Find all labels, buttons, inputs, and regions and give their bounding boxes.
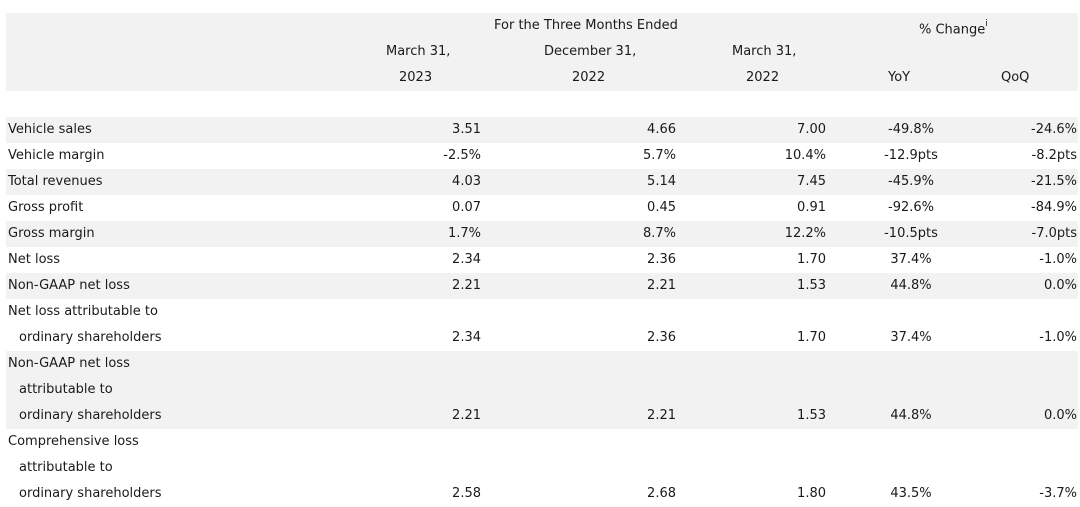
- value-qoq: -21.5%: [1031, 174, 1077, 189]
- value-q4-2022: 2.36: [647, 330, 676, 345]
- value-q1-2022: 7.45: [797, 174, 826, 189]
- value-yoy: 37.4%: [890, 330, 932, 345]
- row-label: attributable to: [19, 460, 113, 475]
- table-row: Gross margin 1.7% 8.7% 12.2% -10.5pts -7.0pts: [6, 221, 1078, 247]
- value-qoq: 0.0%: [1043, 408, 1077, 423]
- row-label: Gross margin: [8, 226, 95, 241]
- value-q1-2022: 1.70: [797, 330, 826, 345]
- header-change-label: % Changei: [919, 19, 988, 38]
- value-yoy: 43.5%: [890, 486, 932, 501]
- row-label: Total revenues: [8, 174, 103, 189]
- header-yoy: YoY: [888, 70, 911, 85]
- header-year-row: 2023 2022 2022 YoY QoQ: [6, 65, 1078, 91]
- row-label: Vehicle margin: [8, 148, 105, 163]
- row-label: Vehicle sales: [8, 122, 92, 137]
- value-q1-2023: 4.03: [452, 174, 481, 189]
- value-q1-2023: 2.58: [452, 486, 481, 501]
- value-q1-2022: 1.70: [797, 252, 826, 267]
- value-q1-2022: 7.00: [797, 122, 826, 137]
- value-yoy: -12.9pts: [884, 148, 938, 163]
- value-qoq: -24.6%: [1031, 122, 1077, 137]
- value-qoq: 0.0%: [1043, 278, 1077, 293]
- value-q4-2022: 0.45: [647, 200, 676, 215]
- value-q4-2022: 2.68: [647, 486, 676, 501]
- table-row: Net loss 2.34 2.36 1.70 37.4% -1.0%: [6, 247, 1078, 273]
- row-label: Non-GAAP net loss: [8, 278, 130, 293]
- header-month-2: December 31,: [544, 44, 637, 59]
- value-yoy: 44.8%: [890, 408, 932, 423]
- value-qoq: -8.2pts: [1031, 148, 1078, 163]
- value-q1-2023: 2.21: [452, 278, 481, 293]
- table-row: Net loss attributable to ordinary shareho…: [6, 299, 1078, 351]
- header-year-3: 2022: [746, 70, 780, 85]
- value-q1-2022: 1.53: [797, 278, 826, 293]
- value-q1-2023: 1.7%: [447, 226, 481, 241]
- footnote-marker: i: [985, 19, 988, 29]
- value-q1-2023: 2.21: [452, 408, 481, 423]
- row-label: ordinary shareholders: [19, 330, 162, 345]
- value-q4-2022: 5.7%: [642, 148, 676, 163]
- table-row: Vehicle sales 3.51 4.66 7.00 -49.8% -24.6%: [6, 117, 1078, 143]
- value-yoy: -45.9%: [888, 174, 934, 189]
- value-q4-2022: 2.36: [647, 252, 676, 267]
- value-yoy: 37.4%: [890, 252, 932, 267]
- table-row: Comprehensive loss attributable to ordinar…: [6, 429, 1078, 507]
- row-label: Non-GAAP net loss: [8, 356, 130, 371]
- row-label: Comprehensive loss: [8, 434, 139, 449]
- value-qoq: -3.7%: [1039, 486, 1077, 501]
- value-yoy: 44.8%: [890, 278, 932, 293]
- header-year-1: 2023: [399, 70, 433, 85]
- header-group-label: For the Three Months Ended: [494, 18, 678, 33]
- value-q4-2022: 8.7%: [642, 226, 676, 241]
- value-yoy: -92.6%: [888, 200, 934, 215]
- row-label: Net loss: [8, 252, 61, 267]
- value-q1-2023: -2.5%: [443, 148, 481, 163]
- table-row: Non-GAAP net loss 2.21 2.21 1.53 44.8% 0.0%: [6, 273, 1078, 299]
- row-label: ordinary shareholders: [19, 486, 162, 501]
- table-row: Vehicle margin -2.5% 5.7% 10.4% -12.9pts -8.2…: [6, 143, 1078, 169]
- value-qoq: -7.0pts: [1031, 226, 1078, 241]
- row-label: Gross profit: [8, 200, 84, 215]
- value-q4-2022: 2.21: [647, 408, 676, 423]
- value-q1-2022: 12.2%: [784, 226, 826, 241]
- header-month-row: March 31, December 31, March 31,: [6, 39, 1078, 65]
- value-q1-2022: 0.91: [797, 200, 826, 215]
- value-yoy: -10.5pts: [884, 226, 938, 241]
- header-qoq: QoQ: [1001, 70, 1030, 85]
- value-q1-2022: 1.53: [797, 408, 826, 423]
- header-group-row: For the Three Months Ended % Changei: [6, 13, 1078, 39]
- table-row: Total revenues 4.03 5.14 7.45 -45.9% -21.5%: [6, 169, 1078, 195]
- value-q1-2023: 3.51: [452, 122, 481, 137]
- value-qoq: -1.0%: [1039, 330, 1077, 345]
- value-q4-2022: 2.21: [647, 278, 676, 293]
- value-qoq: -1.0%: [1039, 252, 1077, 267]
- table-row: Gross profit 0.07 0.45 0.91 -92.6% -84.9%: [6, 195, 1078, 221]
- row-label: Net loss attributable to: [8, 304, 158, 319]
- value-qoq: -84.9%: [1031, 200, 1077, 215]
- value-q1-2022: 10.4%: [784, 148, 826, 163]
- header-year-2: 2022: [572, 70, 606, 85]
- value-q1-2023: 2.34: [452, 330, 481, 345]
- value-q1-2023: 2.34: [452, 252, 481, 267]
- header-month-1: March 31,: [386, 44, 451, 59]
- value-q4-2022: 4.66: [647, 122, 676, 137]
- value-q1-2022: 1.80: [797, 486, 826, 501]
- value-q4-2022: 5.14: [647, 174, 676, 189]
- header-month-3: March 31,: [732, 44, 797, 59]
- table-row: Non-GAAP net loss attributable to ordinary…: [6, 351, 1078, 429]
- value-q1-2023: 0.07: [452, 200, 481, 215]
- row-label: ordinary shareholders: [19, 408, 162, 423]
- value-yoy: -49.8%: [888, 122, 934, 137]
- row-label: attributable to: [19, 382, 113, 397]
